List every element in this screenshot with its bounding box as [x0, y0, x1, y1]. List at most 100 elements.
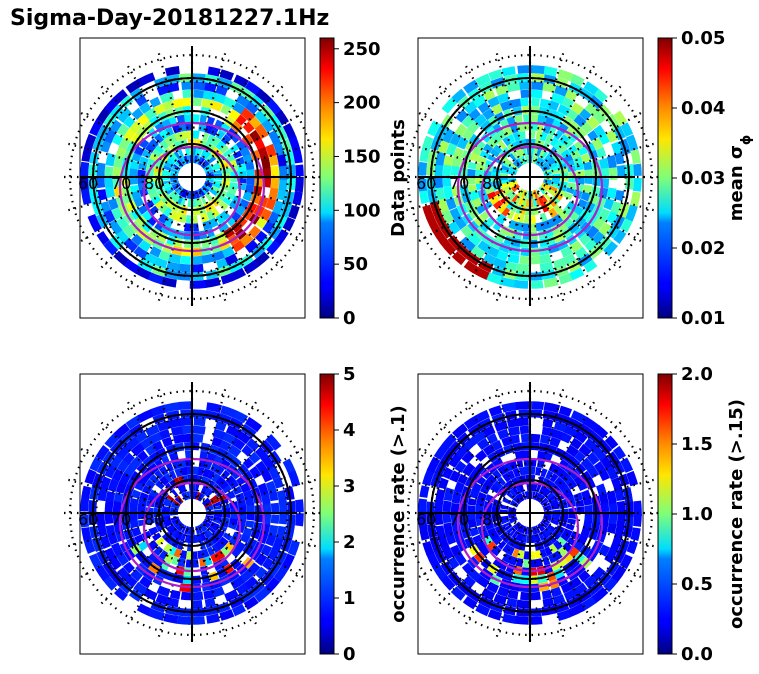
heatmap-cell: [529, 215, 537, 224]
heatmap-cell: [547, 495, 557, 502]
colorbar-tick-label: 1: [343, 588, 356, 609]
heatmap-cell: [535, 156, 542, 166]
heatmap-cell: [584, 504, 593, 513]
heatmap-cell: [450, 164, 460, 176]
heatmap-cell: [216, 489, 225, 498]
heatmap-cell: [260, 157, 271, 170]
heatmap-cell: [118, 136, 131, 150]
heatmap-cell: [463, 79, 479, 94]
heatmap-cell: [591, 137, 604, 151]
heatmap-cell: [512, 548, 520, 558]
heatmap-cell: [497, 488, 507, 498]
heatmap-cell: [584, 177, 593, 185]
heatmap-cell: [609, 535, 623, 552]
heatmap-cell: [235, 492, 245, 502]
heatmap-cell: [541, 151, 549, 160]
heatmap-cell: [145, 517, 155, 525]
heatmap-cell: [194, 198, 200, 207]
heatmap-cell: [531, 155, 536, 164]
heatmap-cell: [543, 528, 552, 538]
heatmap-cell: [613, 110, 628, 126]
heatmap-cell: [499, 224, 509, 235]
heatmap-cell: [563, 191, 573, 201]
heatmap-cell: [562, 116, 574, 128]
heatmap-cell: [605, 465, 619, 480]
heatmap-cell: [165, 188, 175, 195]
heatmap-cell: [267, 547, 280, 562]
heatmap-cell: [495, 213, 507, 225]
heatmap-cell: [238, 505, 247, 514]
heatmap-cell: [604, 547, 618, 564]
heatmap-cell: [630, 527, 641, 541]
heatmap-cell: [443, 522, 454, 535]
heatmap-cell: [561, 206, 573, 218]
heatmap-cell: [229, 144, 239, 154]
heatmap-cell: [96, 512, 106, 525]
heatmap-cell: [209, 534, 219, 545]
heatmap-cell: [606, 211, 618, 225]
heatmap-cell: [532, 198, 538, 207]
heatmap-cell: [475, 540, 487, 551]
heatmap-cell: [467, 184, 477, 193]
colorbar-tick-label: 200: [343, 93, 381, 114]
heatmap-cell: [80, 161, 90, 177]
heatmap-cell: [164, 533, 174, 543]
heatmap-cell: [115, 229, 130, 244]
heatmap-cell: [167, 418, 184, 429]
heatmap-cell: [217, 189, 228, 197]
heatmap-cell: [173, 212, 182, 222]
heatmap-cell: [203, 499, 212, 507]
heatmap-cell: [462, 462, 476, 477]
heatmap-cell: [488, 405, 503, 417]
heatmap-cell: [163, 401, 181, 413]
heatmap-cell: [488, 69, 503, 81]
heatmap-cell: [557, 536, 567, 546]
heatmap-cell: [607, 523, 617, 534]
heatmap-cell: [130, 568, 143, 582]
heatmap-cell: [172, 98, 186, 108]
heatmap-cell: [170, 528, 179, 537]
heatmap-cell: [541, 499, 549, 506]
heatmap-cell: [537, 524, 544, 532]
heatmap-cell: [514, 522, 522, 531]
heatmap-cell: [204, 516, 214, 522]
dotted-ring: [406, 389, 654, 637]
heatmap-cell: [270, 514, 280, 524]
heatmap-cell: [551, 516, 560, 522]
heatmap-cell: [599, 158, 609, 171]
heatmap-cell: [215, 528, 225, 538]
heatmap-cell: [553, 130, 564, 140]
heatmap-cell: [549, 498, 559, 506]
heatmap-cell: [116, 107, 133, 123]
heatmap-cell: [538, 187, 546, 195]
heatmap-cell: [568, 177, 577, 183]
heatmap-cell: [134, 534, 145, 544]
heatmap-cell: [434, 163, 444, 177]
heatmap-cell: [543, 402, 561, 413]
heatmap-cell: [543, 178, 552, 184]
heatmap-cell: [422, 468, 435, 486]
heatmap-cell: [539, 497, 548, 505]
heatmap-cell: [187, 198, 192, 208]
heatmap-cell: [210, 126, 219, 137]
heatmap-cell: [149, 227, 160, 238]
heatmap-cell: [483, 517, 493, 525]
colorbar-label: occurrence rate (>.15): [726, 399, 747, 629]
heatmap-cell: [172, 434, 185, 444]
heatmap-cell: [515, 148, 523, 158]
colorbar-tick-label: 0.05: [681, 28, 725, 49]
heatmap-cell: [231, 240, 245, 253]
heatmap-cell: [584, 169, 593, 177]
heatmap-cell: [558, 470, 570, 482]
heatmap-cell: [553, 528, 563, 538]
colorbar-tick-label: 4: [343, 420, 356, 441]
heatmap-cell: [600, 167, 610, 177]
heatmap-cell: [482, 108, 495, 121]
heatmap-cell: [222, 196, 232, 206]
heatmap-cell: [214, 420, 227, 432]
heatmap-cell: [518, 197, 525, 207]
heatmap-cell: [193, 81, 208, 91]
heatmap-cell: [229, 480, 240, 490]
heatmap-cell: [606, 129, 618, 143]
heatmap-cell: [490, 483, 501, 494]
